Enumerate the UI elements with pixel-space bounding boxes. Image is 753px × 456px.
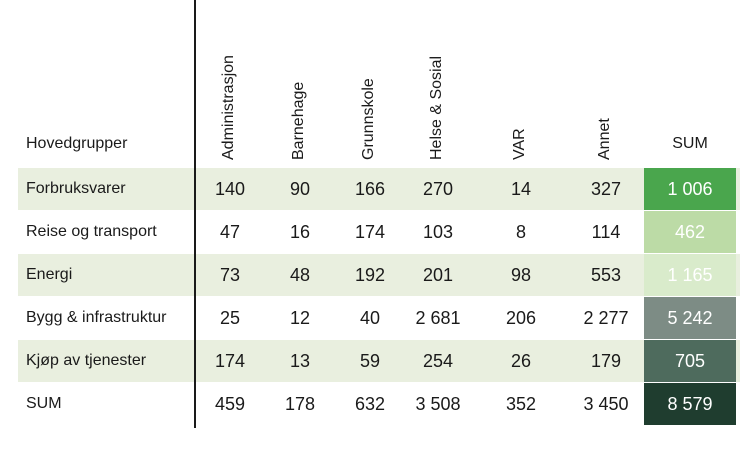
- table-cell: 2 681: [415, 308, 461, 328]
- row-band: [18, 168, 740, 210]
- table-cell: 26: [510, 351, 532, 371]
- table-cell: 140: [214, 179, 246, 199]
- row-label: Forbruksvarer: [26, 180, 126, 197]
- column-header: Grunnskole: [360, 78, 377, 160]
- table-cell: 40: [359, 308, 381, 328]
- row-label: Bygg & infrastruktur: [26, 309, 167, 326]
- column-header: Barnehage: [290, 81, 307, 160]
- table-cell: 12: [289, 308, 311, 328]
- sum-cell: 1 006: [644, 168, 736, 210]
- table-cell: 13: [289, 351, 311, 371]
- vertical-divider: [194, 0, 196, 428]
- sum-cell: 1 165: [644, 254, 736, 296]
- table-cell: 103: [422, 222, 454, 242]
- table-cell: 174: [354, 222, 386, 242]
- table-cell: 179: [590, 351, 622, 371]
- row-band: [18, 254, 740, 296]
- column-header: Administrasjon: [220, 55, 237, 160]
- table-cell: 2 277: [583, 308, 629, 328]
- table-cell: 3 450: [583, 394, 629, 414]
- table-cell: 166: [354, 179, 386, 199]
- sum-cell: 462: [644, 211, 736, 253]
- table-cell: 174: [214, 351, 246, 371]
- table-cell: 98: [510, 265, 532, 285]
- table-cell: 270: [422, 179, 454, 199]
- table-cell: 192: [354, 265, 386, 285]
- row-label: SUM: [26, 395, 62, 412]
- sum-cell: 705: [644, 340, 736, 382]
- column-header: VAR: [511, 128, 528, 160]
- sum-cell: 5 242: [644, 297, 736, 339]
- table-cell: 48: [289, 265, 311, 285]
- table-cell: 201: [422, 265, 454, 285]
- row-label: Kjøp av tjenester: [26, 352, 147, 369]
- table-cell: 16: [289, 222, 311, 242]
- table-cell: 206: [505, 308, 537, 328]
- column-header: Helse & Sosial: [428, 55, 445, 160]
- table-cell: 3 508: [415, 394, 461, 414]
- table-cell: 25: [219, 308, 241, 328]
- row-label: Reise og transport: [26, 223, 157, 240]
- table-cell: 352: [505, 394, 537, 414]
- table-cell: 59: [359, 351, 381, 371]
- table-cell: 114: [591, 222, 621, 242]
- table-cell: 553: [590, 265, 622, 285]
- sum-cell: 8 579: [644, 383, 736, 425]
- corner-header: Hovedgrupper: [26, 135, 128, 152]
- column-header: Annet: [596, 118, 613, 160]
- table-cell: 8: [515, 222, 526, 242]
- table-cell: 14: [510, 179, 532, 199]
- table-cell: 632: [354, 394, 386, 414]
- sum-column-header: SUM: [672, 135, 708, 152]
- row-band: [18, 340, 740, 382]
- table-cell: 254: [422, 351, 454, 371]
- table-cell: 47: [219, 222, 241, 242]
- row-label: Energi: [26, 266, 73, 283]
- table-cell: 73: [219, 265, 241, 285]
- table-cell: 327: [590, 179, 622, 199]
- table-cell: 459: [214, 394, 246, 414]
- table-cell: 90: [289, 179, 311, 199]
- table-cell: 178: [284, 394, 316, 414]
